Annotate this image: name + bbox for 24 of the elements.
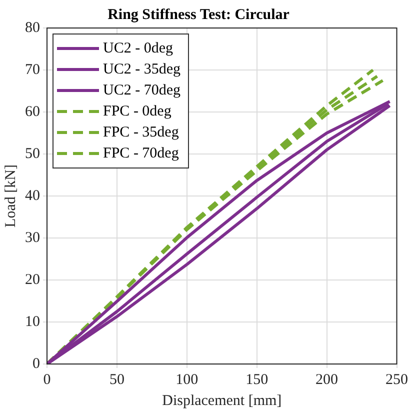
y-tick-label: 20 (25, 272, 40, 288)
x-tick-label: 0 (43, 372, 51, 388)
y-tick-label: 80 (25, 20, 40, 36)
y-tick-label: 60 (25, 104, 40, 120)
x-tick-label: 50 (109, 372, 124, 388)
y-tick-label: 50 (25, 146, 40, 162)
y-axis-title: Load [kN] (2, 164, 19, 228)
y-tick-label: 10 (25, 314, 40, 330)
x-tick-label: 200 (316, 372, 338, 388)
y-tick-label: 70 (25, 62, 40, 78)
legend-label: FPC - 35deg (103, 124, 180, 140)
legend-label: FPC - 70deg (103, 145, 180, 162)
y-tick-label: 0 (32, 356, 40, 372)
x-axis-title: Displacement [mm] (162, 392, 282, 409)
y-tick-label: 30 (25, 230, 40, 246)
legend-label: UC2 - 0deg (103, 40, 174, 56)
legend-label: UC2 - 70deg (103, 82, 181, 98)
legend-label: UC2 - 35deg (103, 61, 181, 78)
legend-label: FPC - 0deg (103, 103, 172, 120)
x-tick-label: 100 (176, 372, 198, 388)
x-tick-label: 250 (386, 372, 408, 388)
y-tick-label: 40 (25, 188, 40, 204)
x-tick-label: 150 (246, 372, 268, 388)
chart-title: Ring Stiffness Test: Circular (108, 6, 290, 23)
